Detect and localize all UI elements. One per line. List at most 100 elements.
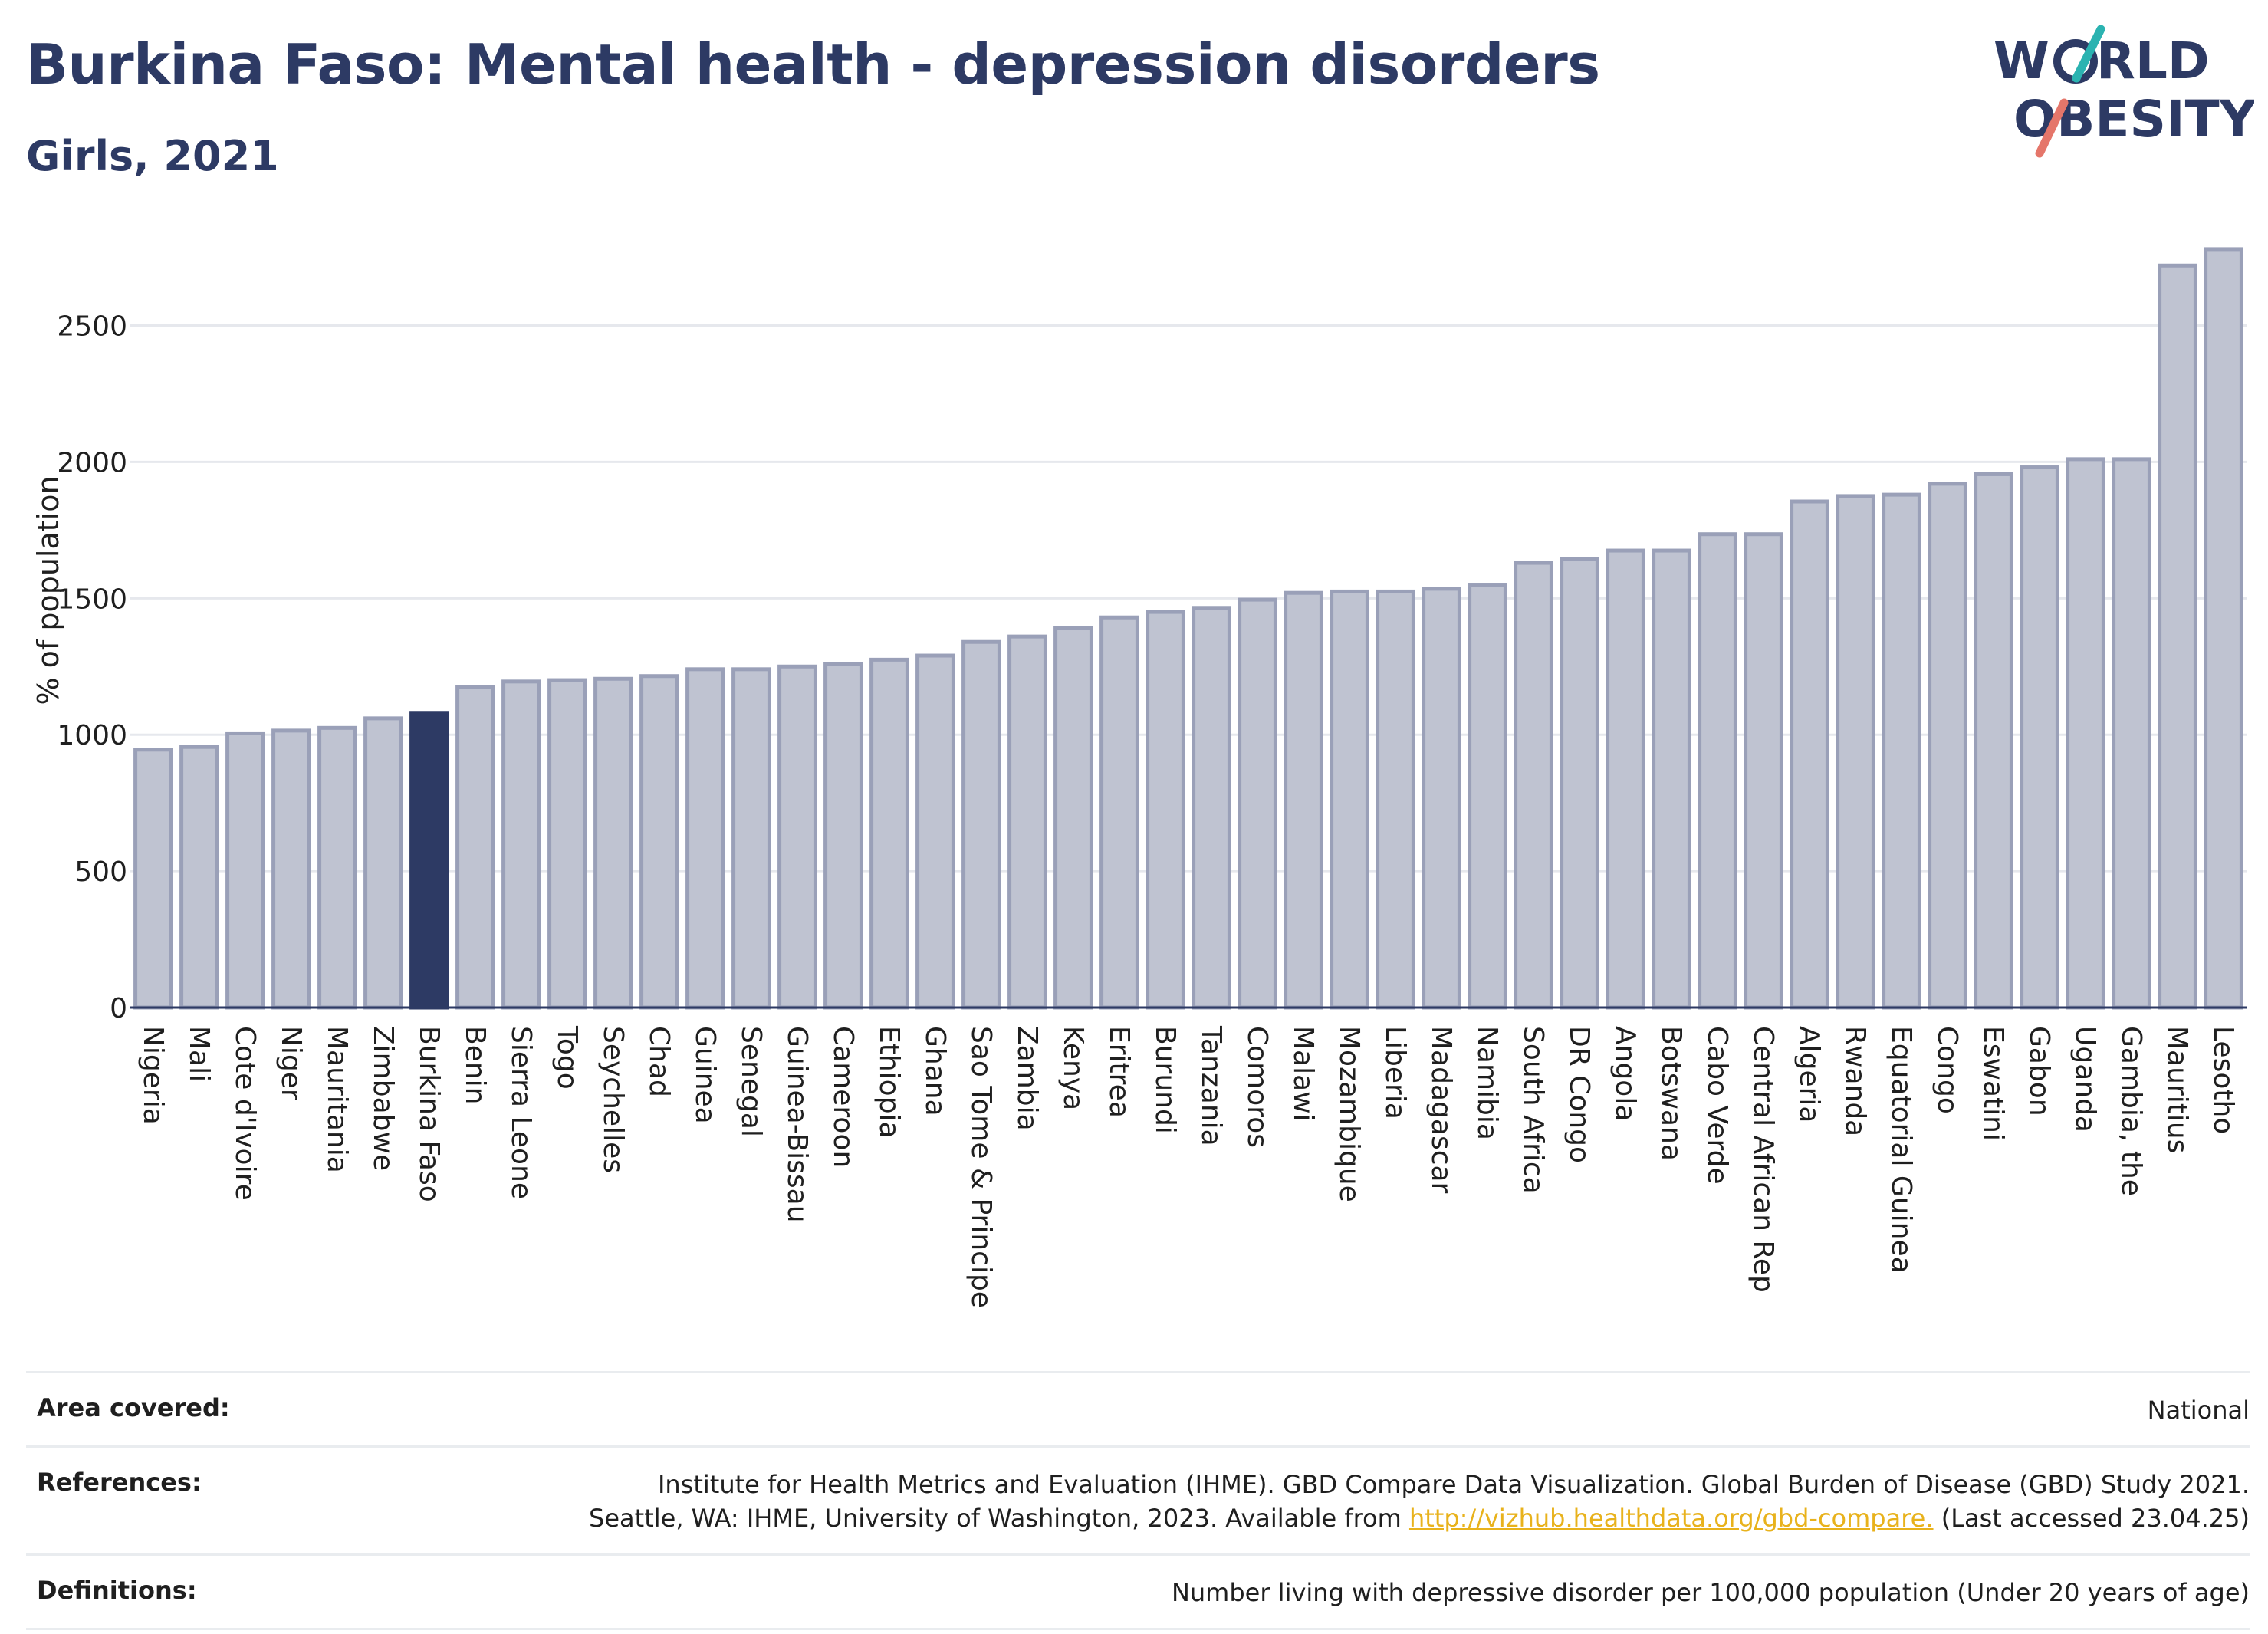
x-tick-label: Chad: [643, 1026, 675, 1097]
definitions-label: Definitions:: [37, 1576, 197, 1605]
x-tick-label: Cabo Verde: [1701, 1026, 1733, 1185]
x-tick-label: Burundi: [1149, 1026, 1181, 1134]
bar-zambia[interactable]: [1007, 634, 1047, 1010]
x-tick-label: Ethiopia: [873, 1026, 905, 1139]
bar-madagascar[interactable]: [1422, 587, 1461, 1010]
y-tick-label: 1000: [57, 720, 127, 751]
x-tick-label: Gambia, the: [2115, 1026, 2147, 1196]
references-link[interactable]: http://vizhub.healthdata.org/gbd-compare…: [1408, 1504, 1934, 1533]
bar-malawi[interactable]: [1284, 590, 1323, 1010]
bar-seychelles[interactable]: [593, 676, 633, 1010]
x-tick-label: Niger: [275, 1026, 307, 1100]
bar-dr-congo[interactable]: [1560, 557, 1599, 1010]
bar-eritrea[interactable]: [1099, 615, 1139, 1010]
y-tick-label: 0: [110, 993, 127, 1024]
x-tick-label: Togo: [551, 1025, 583, 1090]
x-tick-label: Sao Tome & Principe: [965, 1026, 997, 1308]
x-tick-label: Eritrea: [1103, 1026, 1135, 1118]
bar-eswatini[interactable]: [1974, 472, 2013, 1010]
definitions-value: Number living with depressive disorder p…: [1171, 1578, 2250, 1607]
bar-namibia[interactable]: [1468, 583, 1507, 1010]
x-tick-label: Congo: [1931, 1026, 1963, 1114]
area-covered-value: National: [2147, 1396, 2250, 1425]
bar-sierra-leone[interactable]: [501, 679, 541, 1010]
bar-mauritius[interactable]: [2158, 263, 2197, 1010]
x-tick-label: Central African Rep: [1747, 1026, 1779, 1293]
bar-kenya[interactable]: [1053, 626, 1093, 1010]
world-obesity-logo: W RLD OBESITY: [1994, 25, 2254, 158]
x-tick-label: Equatorial Guinea: [1885, 1026, 1917, 1274]
bar-liberia[interactable]: [1376, 589, 1415, 1010]
bar-zimbabwe[interactable]: [363, 716, 403, 1010]
area-covered-label: Area covered:: [37, 1393, 230, 1422]
bar-niger[interactable]: [271, 728, 311, 1010]
bar-nigeria[interactable]: [133, 748, 173, 1010]
bar-chart: 0 500 1000 1500 2000 2500 Nigeria Mali Cote d'I…: [31, 247, 2247, 1308]
x-tick-label: Lesotho: [2207, 1026, 2239, 1134]
svg-text:RLD: RLD: [2096, 31, 2210, 90]
references-line-2-post: (Last accessed 23.04.25): [1933, 1504, 2250, 1533]
bar-burundi[interactable]: [1146, 610, 1185, 1010]
bar-benin[interactable]: [455, 685, 495, 1010]
x-tick-label: Tanzania: [1195, 1025, 1227, 1146]
bar-central-african-rep[interactable]: [1744, 532, 1783, 1010]
bar-gambia-the[interactable]: [2112, 457, 2151, 1010]
x-tick-label: Mauritania: [321, 1026, 353, 1173]
bar-uganda[interactable]: [2066, 457, 2105, 1010]
x-tick-label: Mauritius: [2161, 1026, 2193, 1153]
bar-senegal[interactable]: [731, 667, 771, 1010]
bar-cabo-verde[interactable]: [1698, 532, 1737, 1010]
bar-ghana[interactable]: [915, 653, 955, 1010]
x-tick-label: Algeria: [1793, 1026, 1825, 1123]
x-tick-label: Namibia: [1471, 1026, 1503, 1140]
footer-row-area: Area covered: National: [26, 1371, 2250, 1445]
bar-mauritania[interactable]: [317, 725, 357, 1010]
bar-rwanda[interactable]: [1836, 494, 1875, 1010]
bar-mozambique[interactable]: [1330, 589, 1369, 1010]
bar-lesotho[interactable]: [2204, 247, 2243, 1010]
bar-gabon[interactable]: [2020, 465, 2059, 1010]
bar-mali[interactable]: [179, 745, 219, 1010]
bars: [133, 247, 2243, 1010]
bar-cameroon[interactable]: [823, 662, 863, 1010]
references-value: Institute for Health Metrics and Evaluat…: [589, 1468, 2250, 1535]
x-tick-label: Guinea-Bissau: [781, 1026, 813, 1223]
x-tick-label: Gabon: [2023, 1026, 2055, 1116]
bar-tanzania[interactable]: [1192, 606, 1231, 1010]
bar-comoros[interactable]: [1238, 597, 1277, 1010]
bar-congo[interactable]: [1928, 482, 1967, 1010]
x-tick-label: Madagascar: [1425, 1026, 1457, 1194]
x-tick-label: Mali: [183, 1026, 215, 1082]
y-tick-label: 1500: [57, 584, 127, 615]
bar-ethiopia[interactable]: [869, 657, 909, 1010]
x-tick-label: Guinea: [689, 1026, 721, 1124]
bar-chad[interactable]: [639, 674, 679, 1010]
x-tick-label: Mozambique: [1333, 1026, 1365, 1202]
references-line-2-pre: Seattle, WA: IHME, University of Washing…: [589, 1504, 1409, 1533]
bar-togo[interactable]: [547, 678, 587, 1010]
x-tick-label: Sierra Leone: [505, 1026, 537, 1199]
chart-subtitle: Girls, 2021: [26, 132, 279, 180]
bar-cote-d-ivoire[interactable]: [225, 731, 265, 1010]
chart-footer: Area covered: National References: Insti…: [26, 1371, 2250, 1630]
y-axis-label: % of population: [31, 475, 65, 705]
x-tick-label: Zambia: [1011, 1026, 1043, 1131]
x-tick-label: South Africa: [1517, 1026, 1549, 1194]
bar-burkina-faso[interactable]: [409, 711, 449, 1010]
bar-guinea[interactable]: [685, 667, 725, 1010]
x-tick-label: Comoros: [1241, 1026, 1273, 1148]
x-axis-labels: Nigeria Mali Cote d'Ivoire Niger Mauritania Z…: [137, 1025, 2239, 1308]
x-tick-label: DR Congo: [1563, 1026, 1595, 1163]
x-tick-label: Liberia: [1379, 1026, 1411, 1119]
x-tick-label: Cameroon: [827, 1026, 859, 1168]
footer-row-definitions: Definitions: Number living with depressi…: [26, 1553, 2250, 1630]
bar-guinea-bissau[interactable]: [777, 664, 817, 1010]
bar-botswana[interactable]: [1652, 548, 1691, 1010]
x-tick-label: Burkina Faso: [413, 1026, 445, 1202]
x-tick-label: Malawi: [1287, 1026, 1319, 1122]
bar-sao-tome-principe[interactable]: [961, 639, 1001, 1010]
bar-equatorial-guinea[interactable]: [1882, 492, 1921, 1010]
bar-south-africa[interactable]: [1514, 561, 1553, 1010]
bar-angola[interactable]: [1606, 548, 1645, 1010]
bar-algeria[interactable]: [1790, 499, 1829, 1010]
